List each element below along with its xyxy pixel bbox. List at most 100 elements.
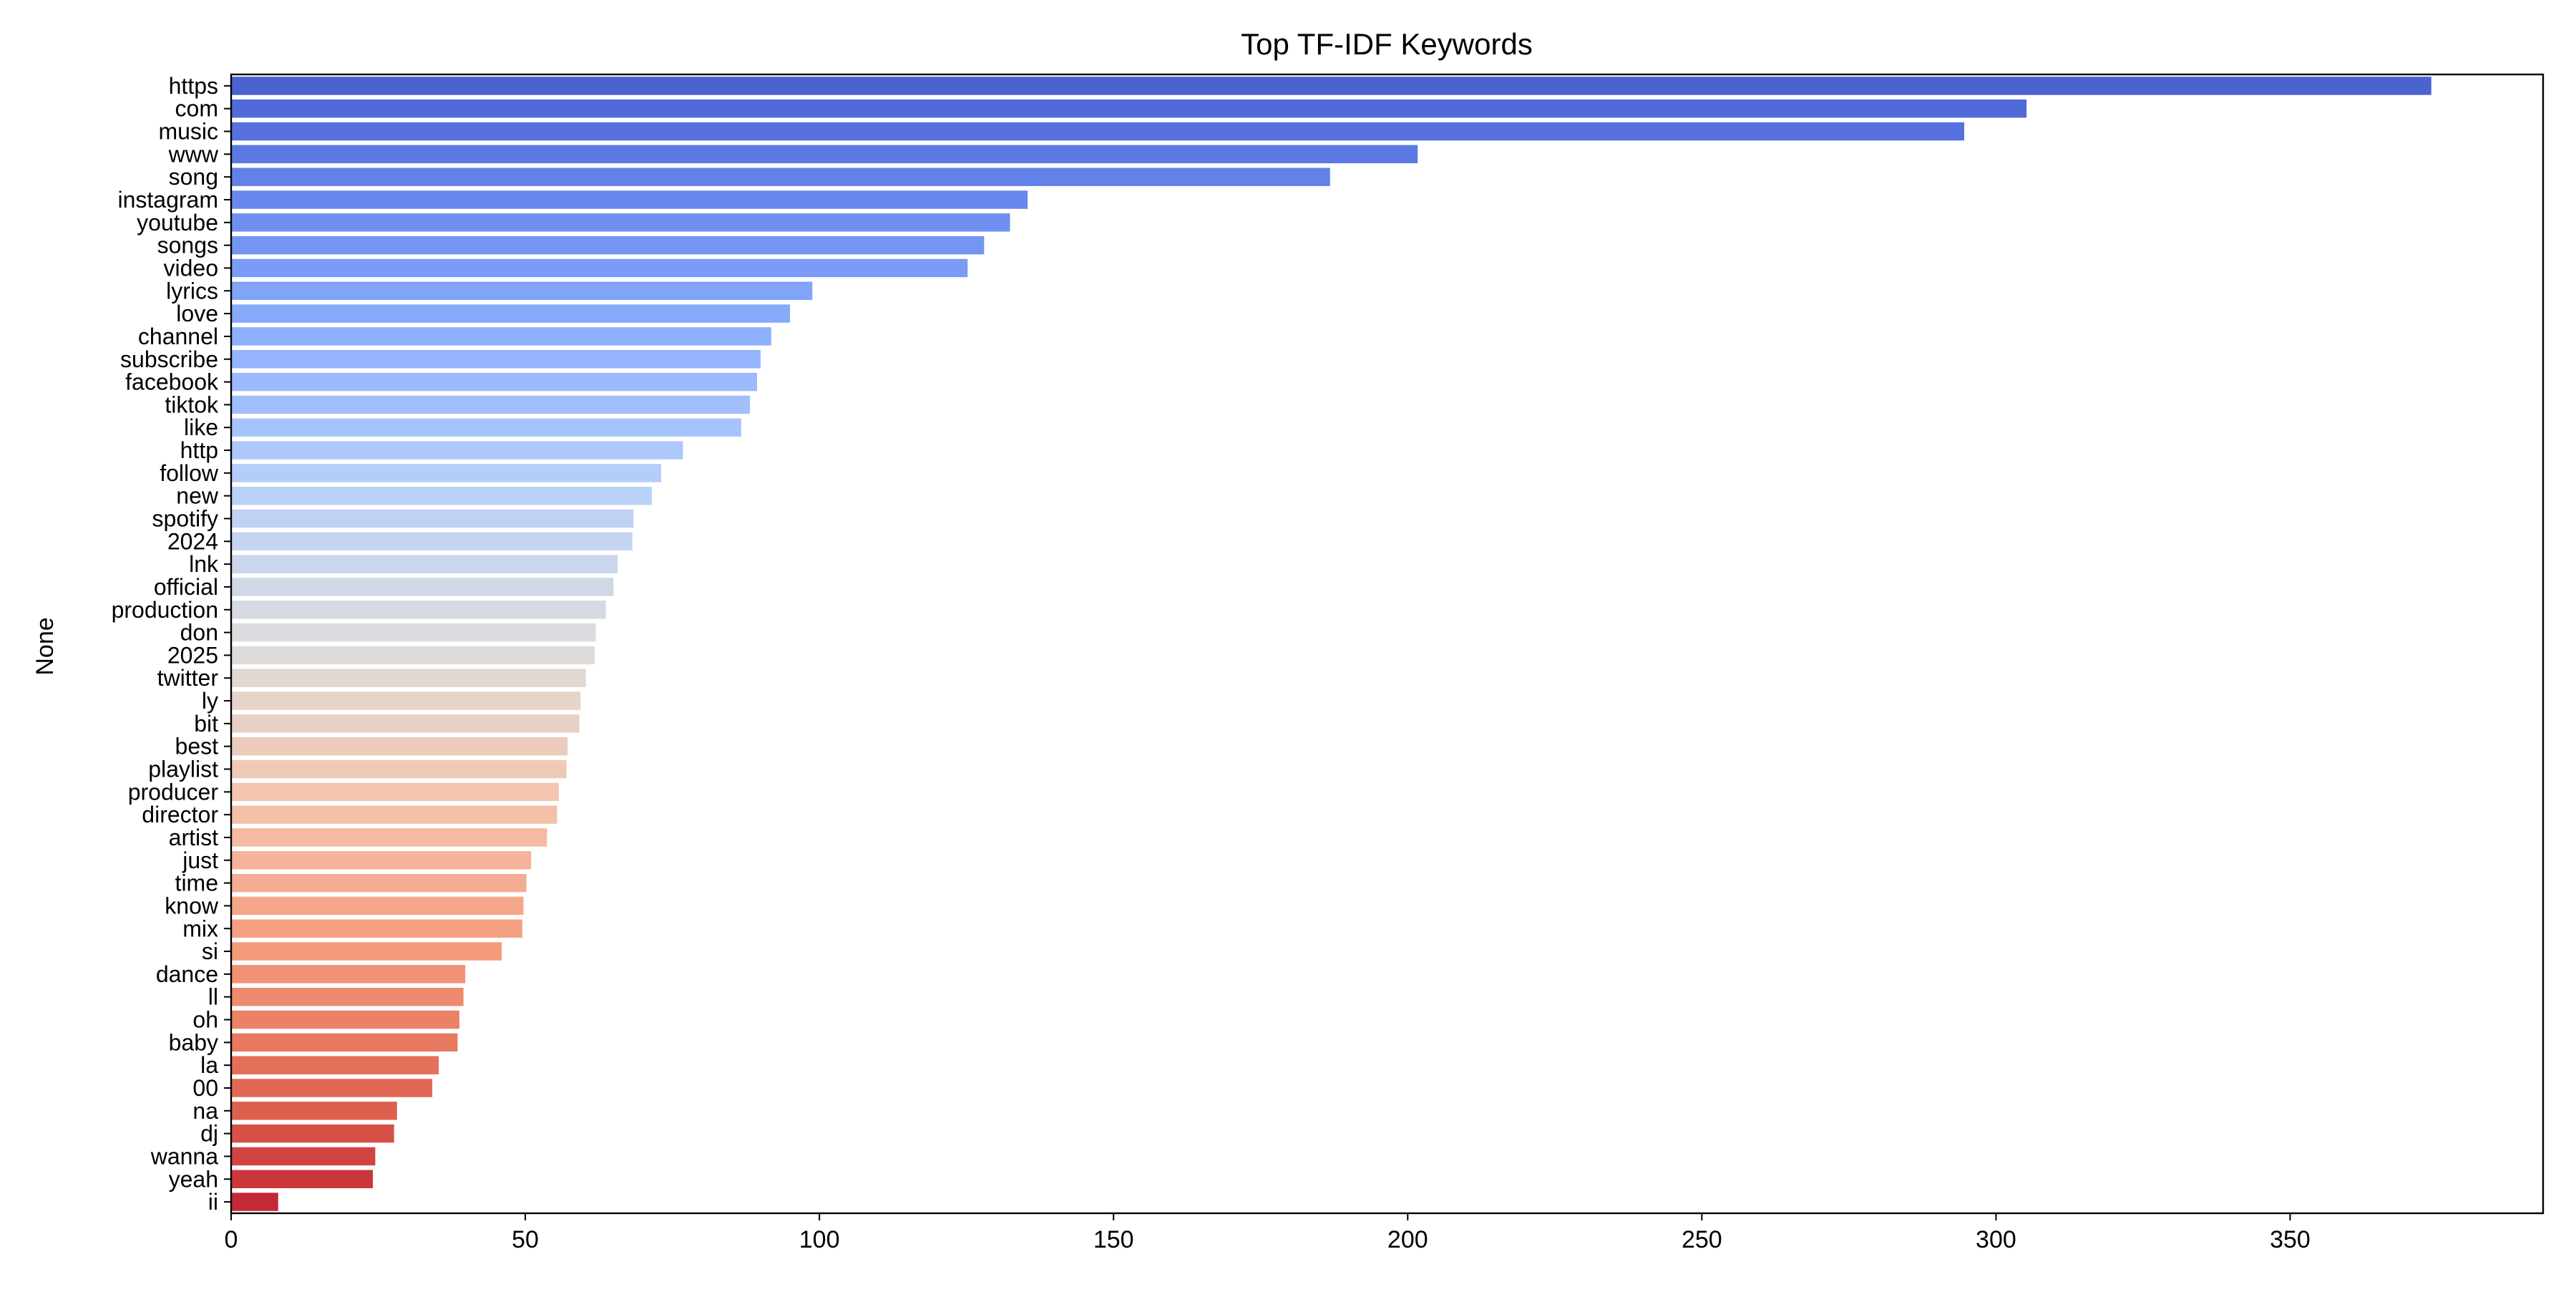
bar-playlist [231,759,567,779]
bar-producer [231,782,559,802]
y-tick-label: 00 [192,1075,218,1101]
y-tick-label: production [112,597,218,623]
y-tick-label: time [175,870,218,896]
y-tick-label: director [142,802,218,827]
bar-yeah [231,1170,374,1188]
bar-si [231,942,502,961]
bar-ly [231,691,581,710]
bar-2025 [231,646,595,665]
y-tick-label: lyrics [166,278,218,303]
bar-na [231,1102,397,1120]
y-tick-label: youtube [137,210,218,235]
bar-best [231,737,568,756]
y-tick-label: com [175,96,218,122]
x-tick-label: 0 [225,1226,238,1253]
y-tick-label: dj [200,1121,218,1147]
y-tick-label: don [180,620,218,646]
y-tick-label: channel [138,324,218,349]
bar-don [231,623,596,642]
x-tick-label: 200 [1387,1226,1428,1253]
y-tick-label: http [180,437,218,463]
bar-follow [231,464,661,482]
bar-official [231,578,614,596]
y-tick-label: instagram [118,187,219,213]
bar-facebook [231,372,757,392]
y-tick-label: producer [128,779,219,805]
bar-2024 [231,532,633,551]
bar-mix [231,919,522,938]
y-tick-label: 2024 [167,528,218,554]
x-tick-label: 350 [2270,1226,2311,1253]
bar-lyrics [231,281,813,301]
bar-production [231,601,606,619]
y-tick-label: music [158,119,218,145]
x-tick-label: 250 [1682,1226,1722,1253]
bar-artist [231,828,547,847]
bar-know [231,896,524,915]
y-tick-label: just [182,847,218,873]
bar-subscribe [231,350,761,369]
bar-time [231,873,527,893]
y-tick-label: like [184,414,218,440]
y-tick-label: songs [157,233,218,258]
y-tick-label: yeah [169,1166,218,1192]
y-tick-label: www [168,141,219,167]
bar-ii [231,1193,278,1211]
plot-frame [230,73,2545,1215]
y-tick-label: 2025 [167,642,218,668]
bars-layer [231,77,2431,1211]
y-tick-label: mix [182,915,218,941]
bar-com [231,99,2027,118]
y-tick-label: wanna [150,1143,219,1169]
x-tick-label: 300 [1976,1226,2016,1253]
y-tick-label: baby [169,1029,218,1055]
chart-title: Top TF-IDF Keywords [1241,27,1533,61]
y-tick-label: tiktok [165,392,219,417]
x-tick-label: 50 [512,1226,539,1253]
bar-channel [231,327,771,346]
bar-just [231,851,532,870]
bar-instagram [231,190,1028,209]
bar-www [231,145,1418,164]
y-tick-label: twitter [157,665,219,691]
bar-new [231,486,652,505]
bar-songs [231,235,985,255]
y-axis: httpscommusicwwwsonginstagramyoutubesong… [112,73,231,1215]
y-tick-label: si [202,938,218,964]
bar-la [231,1056,439,1074]
bar-director [231,805,557,824]
y-tick-label: la [200,1052,218,1078]
y-tick-label: subscribe [120,346,218,372]
bar-love [231,304,791,323]
y-tick-label: oh [192,1007,218,1033]
bar-spotify [231,509,634,528]
bar-wanna [231,1147,376,1166]
y-tick-label: new [176,483,219,509]
y-tick-label: playlist [148,757,218,782]
bar-song [231,167,1330,186]
y-tick-label: best [175,734,219,759]
bar-00 [231,1079,433,1097]
bar-lnk [231,555,618,573]
y-tick-label: know [165,893,219,918]
bar-youtube [231,213,1010,232]
y-tick-label: video [164,255,219,281]
y-tick-label: follow [160,460,219,486]
y-tick-label: official [154,574,218,600]
y-tick-label: ii [208,1189,218,1215]
y-tick-label: facebook [125,369,219,395]
y-tick-label: ll [208,984,218,1010]
x-axis: 0 50 100 150 200 250 300 350 [225,1213,2311,1253]
bar-like [231,418,741,437]
bar-https [231,77,2431,95]
y-tick-label: song [169,164,218,190]
y-tick-label: artist [169,825,218,850]
bar-ll [231,987,464,1006]
bar-dj [231,1124,394,1143]
bar-dance [231,965,466,983]
bar-http [231,441,683,460]
x-tick-label: 100 [799,1226,840,1253]
y-tick-label: https [169,73,218,99]
x-tick-label: 150 [1093,1226,1134,1253]
bar-oh [231,1010,459,1029]
